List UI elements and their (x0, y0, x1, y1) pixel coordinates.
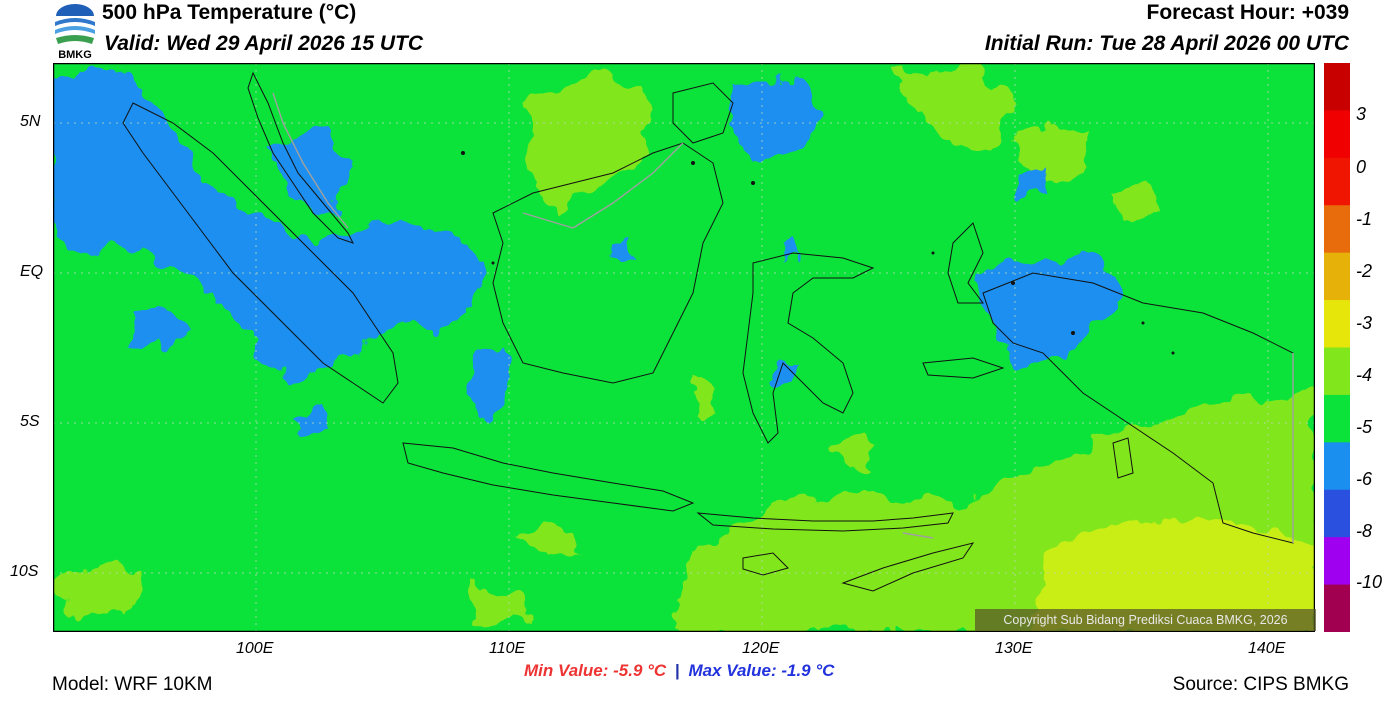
lat-label-eq: EQ (20, 263, 44, 280)
colorbar-label-m4: -4 (1356, 365, 1373, 385)
colorbar-label-3: 3 (1356, 104, 1367, 124)
timor-coast (841, 542, 975, 592)
seram-coast (922, 357, 1005, 379)
colorbar-segment (1324, 442, 1350, 491)
lesser-sunda-coast (696, 512, 954, 532)
copyright-notice: Copyright Sub Bidang Prediksi Cuaca BMKG… (975, 609, 1316, 631)
lat-label-5n: 5N (20, 113, 41, 130)
model-label: Model: WRF 10KM (52, 674, 213, 695)
colorbar-segment (1324, 537, 1350, 586)
colorbar (1324, 63, 1350, 633)
borders (272, 92, 1294, 543)
small-islands (461, 151, 1175, 355)
colorbar-segment (1324, 489, 1350, 538)
lon-label-130e: 130E (995, 640, 1033, 657)
chart-title: 500 hPa Temperature (°C) (102, 1, 357, 24)
colorbar-label-m6: -6 (1356, 469, 1373, 489)
colorbar-segment (1324, 157, 1350, 206)
colorbar-segment (1324, 63, 1350, 111)
lon-label-100e: 100E (236, 640, 274, 657)
lat-label-10s: 10S (10, 563, 39, 580)
grid-lines (53, 63, 1315, 632)
colorbar-segment (1324, 205, 1350, 254)
colorbar-segment (1324, 584, 1350, 633)
value-separator: | (674, 661, 680, 680)
coastlines (122, 71, 1294, 592)
bmkg-logo: BMKG (52, 2, 98, 61)
warmer-areas (1033, 518, 1315, 632)
colorbar-label-m8: -8 (1356, 521, 1373, 541)
colorbar-label-m2: -2 (1356, 261, 1373, 281)
colorbar-segment (1324, 347, 1350, 396)
min-value: Min Value: -5.9 °C (524, 661, 667, 680)
colorbar-label-m1: -1 (1356, 209, 1373, 229)
initial-run: Initial Run: Tue 28 April 2026 00 UTC (984, 32, 1349, 55)
logo-text: BMKG (58, 49, 92, 60)
java-coast (402, 442, 695, 512)
source-label: Source: CIPS BMKG (1172, 674, 1349, 695)
malay-coast (247, 71, 354, 244)
lon-label-120e: 120E (742, 640, 780, 657)
papua-coast (982, 272, 1294, 544)
borneo-coast (492, 142, 724, 384)
mindanao-coast (672, 82, 734, 144)
kei-aru-coast (1112, 437, 1134, 479)
temperature-map (52, 62, 1316, 633)
colorbar-label-0: 0 (1356, 157, 1367, 177)
forecast-hour: Forecast Hour: +039 (1146, 1, 1350, 24)
colorbar-segment (1324, 252, 1350, 301)
cool-areas (53, 73, 1123, 438)
colorbar-segment (1324, 110, 1350, 159)
colorbar-segment (1324, 300, 1350, 348)
colorbar-label-m10: -10 (1356, 572, 1383, 592)
valid-time: Valid: Wed 29 April 2026 15 UTC (104, 32, 423, 55)
sumatra-coast (122, 102, 399, 404)
colorbar-label-m3: -3 (1356, 313, 1373, 333)
max-value: Max Value: -1.9 °C (688, 661, 835, 680)
sumba-coast (742, 552, 789, 576)
lat-label-5s: 5S (20, 413, 40, 430)
colorbar-segment (1324, 394, 1350, 443)
lon-label-110e: 110E (489, 640, 526, 657)
sulawesi-coast (742, 252, 875, 444)
lon-label-140e: 140E (1248, 640, 1286, 657)
colorbar-label-m5: -5 (1356, 417, 1373, 437)
maluku-coast (947, 222, 984, 304)
